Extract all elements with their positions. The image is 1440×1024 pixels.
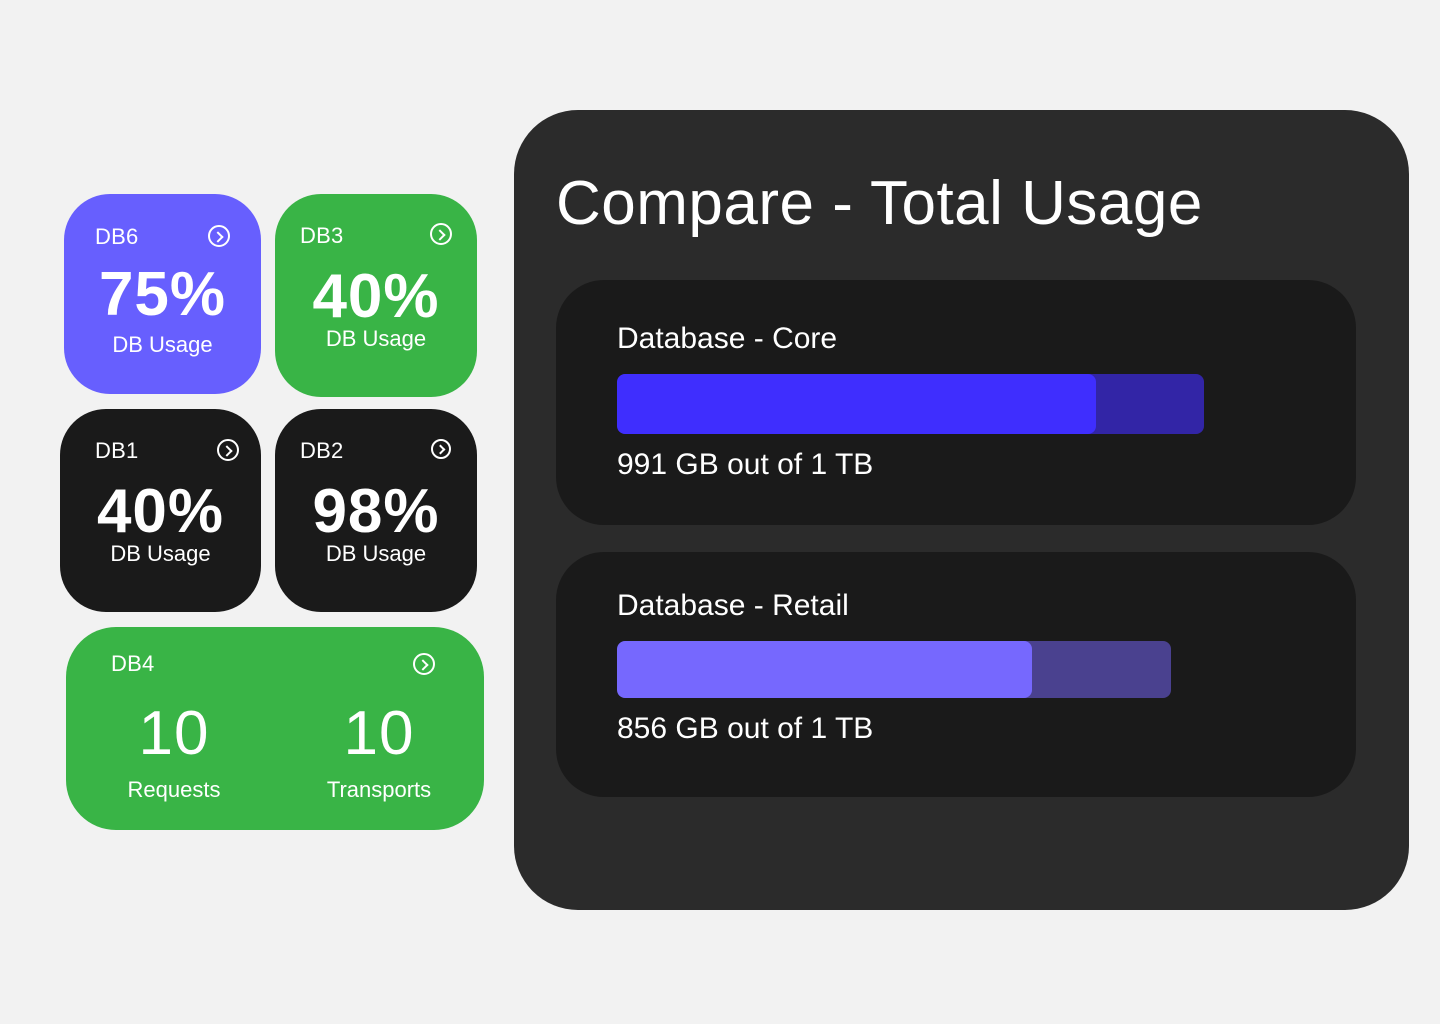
db3-usage-caption: DB Usage — [325, 326, 427, 351]
database-core-bar-track — [617, 374, 1204, 434]
db6-usage-value: 75% — [98, 260, 227, 329]
db3-tile-name: DB3 — [300, 223, 344, 248]
chevron-right-circle-icon[interactable] — [208, 225, 230, 247]
chevron-right-circle-icon[interactable] — [413, 653, 435, 675]
database-retail-card[interactable]: Database - Retail 856 GB out of 1 TB — [556, 552, 1356, 797]
db3-tile[interactable]: DB3 40% DB Usage — [275, 194, 477, 397]
chevron-right-circle-icon[interactable] — [430, 223, 452, 245]
db4-requests-stat: 10 Requests — [79, 703, 269, 803]
database-retail-bar-fill — [617, 641, 1032, 698]
chevron-right-circle-icon[interactable] — [217, 439, 239, 461]
db1-tile-name: DB1 — [95, 438, 139, 463]
db4-transports-stat: 10 Transports — [284, 703, 474, 803]
db6-tile-name: DB6 — [95, 224, 139, 249]
db4-tile-name: DB4 — [111, 651, 155, 676]
db2-tile[interactable]: DB2 98% DB Usage — [275, 409, 477, 612]
db4-requests-label: Requests — [127, 777, 221, 802]
db4-transports-label: Transports — [326, 777, 432, 802]
database-retail-bar-track — [617, 641, 1171, 698]
database-core-card[interactable]: Database - Core 991 GB out of 1 TB — [556, 280, 1356, 525]
db6-tile[interactable]: DB6 75% DB Usage — [64, 194, 261, 394]
db4-tile[interactable]: DB4 10 Requests 10 Transports — [66, 627, 484, 830]
db1-usage-value: 40% — [96, 477, 225, 546]
db1-usage-caption: DB Usage — [110, 541, 211, 566]
compare-panel-title: Compare - Total Usage — [556, 169, 1203, 238]
chevron-right-circle-icon[interactable] — [431, 439, 451, 459]
db4-requests-value: 10 — [138, 699, 210, 768]
db2-usage-caption: DB Usage — [325, 541, 427, 566]
db4-transports-value: 10 — [343, 699, 415, 768]
database-retail-name: Database - Retail — [617, 589, 849, 622]
db2-usage-value: 98% — [312, 477, 440, 546]
database-retail-usage: 856 GB out of 1 TB — [617, 712, 874, 745]
database-core-name: Database - Core — [617, 322, 838, 355]
database-core-bar-fill — [617, 374, 1096, 434]
database-core-usage: 991 GB out of 1 TB — [617, 448, 874, 481]
db2-tile-name: DB2 — [300, 438, 344, 463]
compare-panel: Compare - Total Usage Database - Core 99… — [514, 110, 1409, 910]
db1-tile[interactable]: DB1 40% DB Usage — [60, 409, 261, 612]
db6-usage-caption: DB Usage — [112, 332, 213, 357]
db3-usage-value: 40% — [312, 262, 440, 331]
